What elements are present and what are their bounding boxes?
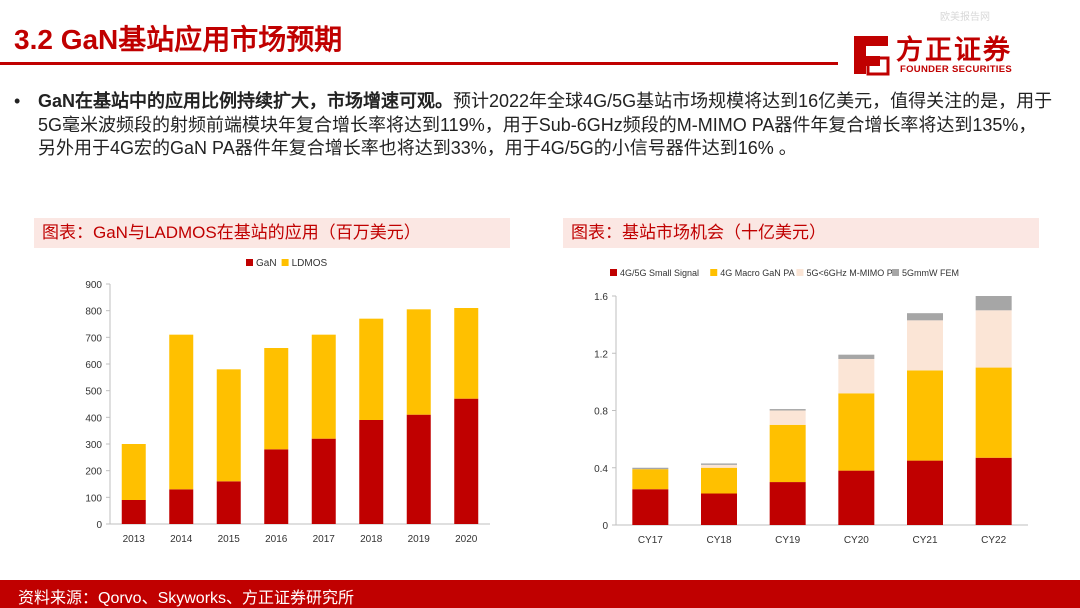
x-tick-label: CY18: [706, 535, 731, 546]
y-tick-label: 0.8: [594, 407, 608, 418]
footer-bar: 资料来源：Qorvo、Skyworks、方正证券研究所: [0, 580, 1080, 608]
bar-5gmmw-fem: [769, 409, 806, 411]
source-note: 资料来源：Qorvo、Skyworks、方正证券研究所: [18, 590, 355, 607]
bar-5g-6ghz-m-mimo-pa: [701, 464, 737, 468]
x-tick-label: CY17: [638, 535, 663, 546]
legend-label: 4G Macro GaN PA: [720, 268, 794, 278]
y-tick-label: 0.4: [594, 464, 608, 475]
bar-4g-macro-gan-pa: [632, 469, 669, 490]
bar-ldmos: [169, 334, 194, 490]
bar-gan: [359, 420, 384, 524]
bar-4g-5g-small-signal: [907, 460, 943, 525]
y-tick-label: 200: [85, 467, 102, 478]
bar-4g-5g-small-signal: [769, 482, 806, 525]
bar-4g-5g-small-signal: [701, 493, 737, 525]
x-tick-label: 2015: [218, 534, 241, 545]
x-tick-label: 2020: [455, 534, 478, 545]
y-tick-label: 0: [96, 520, 102, 531]
bar-gan: [406, 414, 431, 524]
logo-name: 方正证券: [896, 35, 1012, 65]
bar-5gmmw-fem: [975, 296, 1012, 311]
bar-gan: [454, 398, 479, 524]
y-tick-label: 600: [85, 360, 102, 371]
bar-4g-macro-gan-pa: [701, 467, 737, 494]
founder-logo: 方正证券 FOUNDER SECURITIES: [848, 28, 1038, 80]
bar-4g-macro-gan-pa: [838, 393, 875, 471]
bar-ldmos: [311, 334, 336, 439]
chart1-title: 图表：GaN与LADMOS在基站的应用（百万美元）: [34, 218, 510, 248]
y-tick-label: 800: [85, 307, 102, 318]
y-tick-label: 300: [85, 440, 102, 451]
bar-5g-6ghz-m-mimo-pa: [838, 358, 875, 394]
legend-swatch: [892, 269, 899, 276]
legend-label: GaN: [256, 258, 277, 269]
logo-subtitle: FOUNDER SECURITIES: [900, 64, 1013, 75]
bar-4g-macro-gan-pa: [769, 424, 806, 483]
x-tick-label: 2014: [170, 534, 193, 545]
bullet-bold: GaN在基站中的应用比例持续扩大，市场增速可观。: [38, 91, 454, 111]
bar-5g-6ghz-m-mimo-pa: [769, 410, 806, 425]
title-divider: [0, 62, 838, 65]
chart1-gan-ldmos: 0 100 200 300 400 500 600 700 800 900 2013 2014 2015…: [85, 258, 490, 545]
bar-4g-macro-gan-pa: [975, 367, 1012, 458]
bar-5gmmw-fem: [632, 467, 669, 470]
legend-label: 5GmmW FEM: [902, 268, 959, 278]
bullet-paragraph: • GaN在基站中的应用比例持续扩大，市场增速可观。预计2022年全球4G/5G…: [14, 90, 1054, 161]
y-tick-label: 700: [85, 333, 102, 344]
x-tick-label: 2019: [408, 534, 431, 545]
x-tick-label: 2017: [313, 534, 336, 545]
bar-4g-5g-small-signal: [838, 470, 875, 525]
bar-ldmos: [216, 369, 241, 482]
bar-ldmos: [454, 308, 479, 399]
y-tick-label: 900: [85, 280, 102, 291]
bar-4g-macro-gan-pa: [907, 370, 943, 461]
page-title: 3.2 GaN基站应用市场预期: [14, 24, 343, 55]
y-tick-label: 1.6: [594, 292, 608, 303]
legend-swatch: [796, 269, 804, 276]
y-tick-label: 1.2: [594, 349, 608, 360]
legend-swatch: [281, 259, 289, 266]
y-tick-label: 500: [85, 387, 102, 398]
founder-logo-icon: [854, 36, 890, 76]
bar-4g-5g-small-signal: [632, 489, 669, 525]
bar-gan: [311, 438, 336, 524]
x-tick-label: CY22: [981, 535, 1006, 546]
bar-ldmos: [406, 309, 431, 415]
bullet-body: 预计2022年全球4G/5G基站市场规模将达到16亿美元，值得关注的是，用于5G…: [38, 91, 1053, 158]
chart2-market-opportunity: 0 0.4 0.8 1.2 1.6 CY17 CY18 CY19 CY20 CY21 CY22 4G/…: [594, 268, 1028, 546]
bar-5gmmw-fem: [838, 354, 875, 359]
legend-swatch: [610, 269, 617, 276]
x-tick-label: CY19: [775, 535, 800, 546]
x-tick-label: CY20: [844, 535, 869, 546]
top-watermark: 欧美报告网: [940, 12, 990, 23]
bullet-marker: •: [14, 91, 21, 111]
x-tick-label: 2018: [360, 534, 383, 545]
y-tick-label: 400: [85, 413, 102, 424]
y-tick-label: 100: [85, 493, 102, 504]
x-tick-label: CY21: [912, 535, 937, 546]
bar-ldmos: [121, 444, 146, 500]
chart2-title: 图表：基站市场机会（十亿美元）: [563, 218, 1039, 248]
x-tick-label: 2016: [265, 534, 288, 545]
bar-gan: [216, 481, 241, 524]
bar-4g-5g-small-signal: [975, 457, 1012, 525]
bar-gan: [121, 500, 146, 524]
y-tick-label: 0: [602, 521, 608, 532]
x-tick-label: 2013: [123, 534, 146, 545]
bar-gan: [264, 449, 289, 524]
legend-label: 4G/5G Small Signal: [620, 268, 699, 278]
bar-ldmos: [264, 348, 289, 450]
bar-5g-6ghz-m-mimo-pa: [907, 320, 943, 371]
bar-ldmos: [359, 318, 384, 420]
bar-5gmmw-fem: [907, 313, 943, 321]
bar-5gmmw-fem: [701, 463, 737, 465]
legend-swatch: [710, 269, 718, 276]
bar-5g-6ghz-m-mimo-pa: [975, 310, 1012, 368]
legend-label: LDMOS: [292, 258, 328, 269]
bar-gan: [169, 489, 194, 524]
legend-label: 5G<6GHz M-MIMO PA: [806, 268, 898, 278]
legend-swatch: [246, 259, 253, 266]
